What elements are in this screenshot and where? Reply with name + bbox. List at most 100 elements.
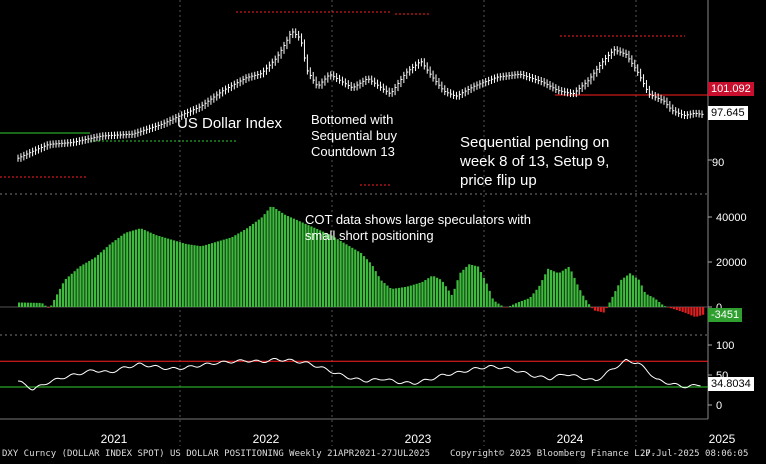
cot-bar: [520, 300, 523, 307]
cot-bar: [652, 297, 655, 307]
cot-bar: [307, 225, 310, 307]
cot-bar: [272, 207, 275, 307]
cot-bar: [117, 237, 120, 307]
cot-bar: [465, 266, 468, 307]
cot-bar: [424, 280, 427, 307]
cot-bar: [503, 307, 506, 308]
cot-bar: [190, 244, 193, 307]
cot-bar: [646, 294, 649, 307]
cot-bar: [687, 307, 690, 315]
cot-bar: [187, 244, 190, 307]
cot-bar: [140, 228, 143, 307]
cot-bar: [491, 298, 494, 307]
cot-bar: [552, 271, 556, 307]
cot-tick-label: 40000: [716, 212, 747, 224]
cot-bar: [517, 302, 521, 307]
cot-bar: [354, 249, 357, 307]
cot-bar: [661, 304, 664, 307]
last-value-badge: 97.645: [708, 106, 748, 120]
cot-bar: [108, 244, 111, 307]
cot-bar: [64, 278, 67, 307]
x-tick-label: 2021: [101, 432, 128, 446]
cot-bar: [234, 235, 237, 307]
cot-bar: [278, 210, 281, 307]
cot-bar: [219, 240, 222, 307]
x-tick-label: 2022: [253, 432, 280, 446]
cot-bar: [91, 259, 94, 307]
cot-bar: [421, 281, 424, 307]
cot-panel: [0, 206, 708, 317]
cot-bar: [643, 291, 646, 307]
cot-bar: [114, 240, 117, 307]
year-grid: [179, 0, 637, 446]
footer-left: DXY Curncy (DOLLAR INDEX SPOT) US DOLLAR…: [2, 449, 431, 459]
cot-bar: [228, 237, 231, 307]
cot-bar: [365, 259, 369, 307]
cot-bar: [450, 294, 453, 307]
cot-bar: [506, 307, 509, 308]
cot-bar: [564, 268, 567, 307]
cot-tick-label: 20000: [716, 257, 747, 269]
title-label: US Dollar Index: [177, 115, 283, 132]
cot-bar: [134, 229, 138, 307]
cot-bar: [529, 296, 532, 307]
cot-bar: [541, 280, 544, 307]
cot-bar: [222, 239, 225, 307]
cot-bar: [94, 257, 97, 307]
cot-bar: [494, 301, 497, 307]
cot-bar: [634, 277, 637, 307]
cot-bar: [547, 268, 550, 307]
cot-bar: [374, 271, 377, 307]
cot-bar: [535, 289, 538, 307]
cot-bar: [599, 307, 602, 312]
cot-bar: [497, 303, 500, 307]
cot-bar: [640, 285, 643, 307]
cot-bar: [339, 240, 342, 307]
cot-bar: [377, 276, 380, 307]
cot-bar: [605, 307, 608, 309]
cot-bar: [482, 277, 485, 307]
cot-bar: [389, 288, 392, 307]
cot-bar: [275, 208, 278, 307]
cot-bar: [38, 302, 41, 307]
cot-bar: [333, 237, 336, 307]
cot-bar: [184, 243, 187, 307]
cot-bar: [579, 290, 582, 307]
cot-bar: [400, 287, 404, 307]
cot-bar: [582, 295, 585, 307]
cot-bar: [380, 280, 383, 307]
cot-bar: [669, 307, 673, 309]
cot-bar: [438, 279, 442, 307]
cot-bar: [433, 276, 436, 307]
cot-bar: [263, 214, 266, 307]
cot-bar: [20, 302, 24, 307]
cot-bar: [316, 229, 319, 307]
cot-bar: [257, 219, 260, 307]
cot-bar: [526, 298, 529, 307]
cot-bar: [286, 216, 290, 307]
cot-bar: [672, 307, 675, 310]
cot-bar: [143, 230, 146, 307]
cot-bar: [158, 236, 161, 307]
cot-last-badge: -3451: [708, 308, 743, 322]
cot-bar: [73, 271, 76, 307]
cot-bar: [88, 260, 91, 307]
cot-bar: [47, 307, 50, 308]
price-panel: [0, 11, 708, 186]
cot-bar: [690, 307, 693, 316]
cot-bar: [96, 254, 100, 307]
cot-bar: [570, 271, 573, 307]
cot-bar: [327, 234, 331, 307]
cot-bar: [602, 307, 605, 313]
cot-bar: [555, 272, 559, 307]
cot-bar: [392, 288, 395, 307]
cot-bar: [178, 242, 181, 307]
cot-bar: [85, 262, 88, 307]
cot-bar: [474, 265, 477, 307]
cot-bar: [205, 244, 208, 307]
cot-bar: [149, 232, 152, 307]
cot-bar: [310, 226, 313, 307]
cot-bar: [281, 212, 284, 307]
level-value-badge: 101.092: [708, 82, 754, 96]
